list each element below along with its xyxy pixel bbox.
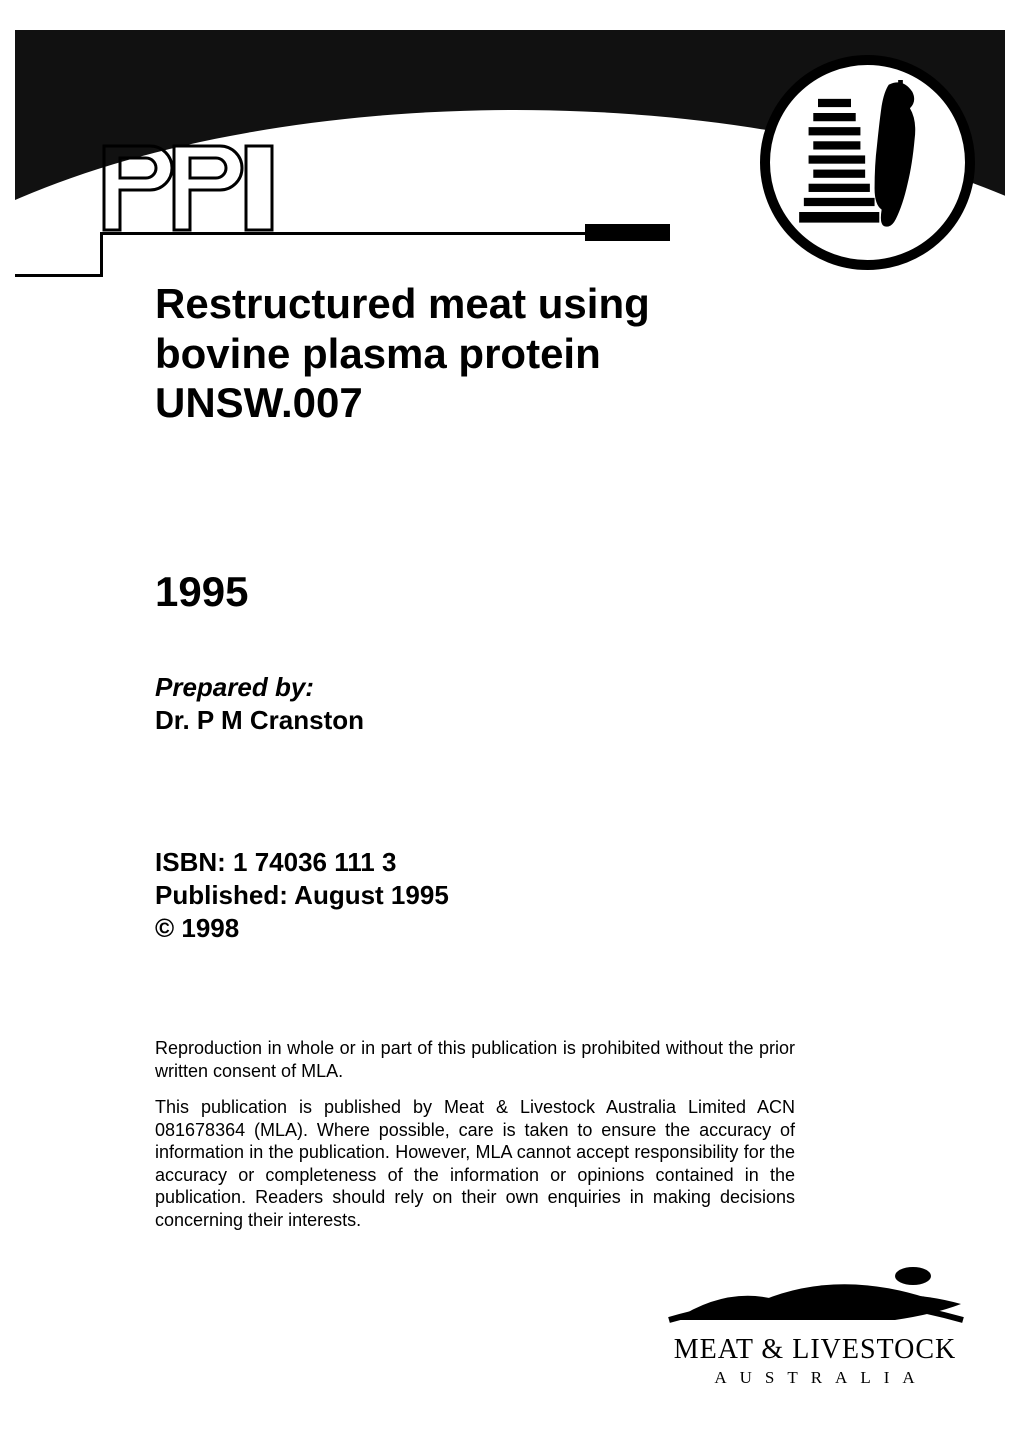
carcass-building-icon [760, 55, 975, 270]
mla-hills-icon [665, 1258, 965, 1328]
footer-logo-line1: MEAT & LIVESTOCK [665, 1334, 965, 1366]
document-page: Restructured meat using bovine plasma pr… [0, 0, 1020, 1443]
title-line-1: Restructured meat using [155, 279, 960, 329]
isbn-label: ISBN: [155, 847, 226, 877]
published-label: Published: [155, 880, 288, 910]
copyright-line: © 1998 [155, 912, 960, 945]
footer-logo-line2: AUSTRALIA [665, 1368, 965, 1388]
prepared-by-name: Dr. P M Cranston [155, 705, 960, 736]
isbn-line: ISBN: 1 74036 111 3 [155, 846, 960, 879]
header-rule-vertical [100, 232, 103, 276]
title-line-3: UNSW.007 [155, 378, 960, 428]
disclaimer-block: Reproduction in whole or in part of this… [155, 1037, 795, 1231]
document-year: 1995 [155, 568, 960, 616]
content-block: Restructured meat using bovine plasma pr… [155, 275, 960, 1245]
published-line: Published: August 1995 [155, 879, 960, 912]
disclaimer-p2: This publication is published by Meat & … [155, 1096, 795, 1231]
series-code-ppi [100, 142, 280, 234]
prepared-by-label: Prepared by: [155, 672, 960, 703]
disclaimer-p1: Reproduction in whole or in part of this… [155, 1037, 795, 1082]
publication-meta: ISBN: 1 74036 111 3 Published: August 19… [155, 846, 960, 946]
header-rule-connector [15, 274, 103, 277]
isbn-value: 1 74036 111 3 [233, 847, 396, 877]
published-value: August 1995 [294, 880, 449, 910]
mla-footer-logo: MEAT & LIVESTOCK AUSTRALIA [665, 1258, 965, 1388]
document-title: Restructured meat using bovine plasma pr… [155, 279, 960, 428]
title-line-2: bovine plasma protein [155, 329, 960, 379]
header-rule-bar [585, 224, 670, 241]
